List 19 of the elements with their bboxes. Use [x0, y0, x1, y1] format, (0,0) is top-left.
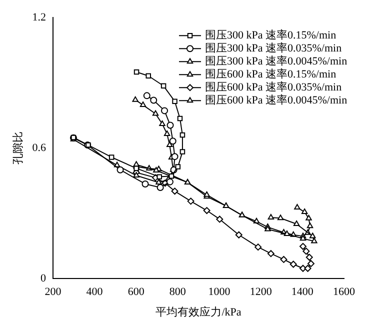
y-tick-label: 0.6: [32, 142, 46, 154]
x-tick-label: 800: [169, 286, 186, 298]
y-axis-title: 孔隙比: [11, 132, 24, 165]
legend-label: 围压300 kPa 速率0.15%/min: [205, 28, 337, 42]
x-tick-label: 200: [44, 286, 62, 298]
x-tick-label: 600: [128, 286, 145, 298]
x-tick-label: 1400: [291, 286, 314, 298]
y-tick-label: 1.2: [32, 11, 46, 24]
x-tick-label: 1200: [250, 286, 272, 298]
x-tick-label: 1600: [333, 286, 356, 298]
legend-label: 围压300 kPa 速率0.035%/min: [205, 41, 342, 54]
x-tick-label: 1000: [208, 286, 231, 298]
y-tick-label: 0: [40, 272, 46, 284]
x-axis-title: 平均有效应力/kPa: [156, 305, 242, 318]
x-tick-label: 400: [86, 286, 104, 298]
legend-label: 围压600 kPa 速率0.035%/min: [205, 80, 342, 94]
legend-label: 围压600 kPa 速率0.15%/min: [205, 67, 337, 80]
legend-label: 围压300 kPa 速率0.0045%/min: [205, 54, 348, 68]
legend-label: 围压600 kPa 速率0.0045%/min: [205, 93, 348, 106]
